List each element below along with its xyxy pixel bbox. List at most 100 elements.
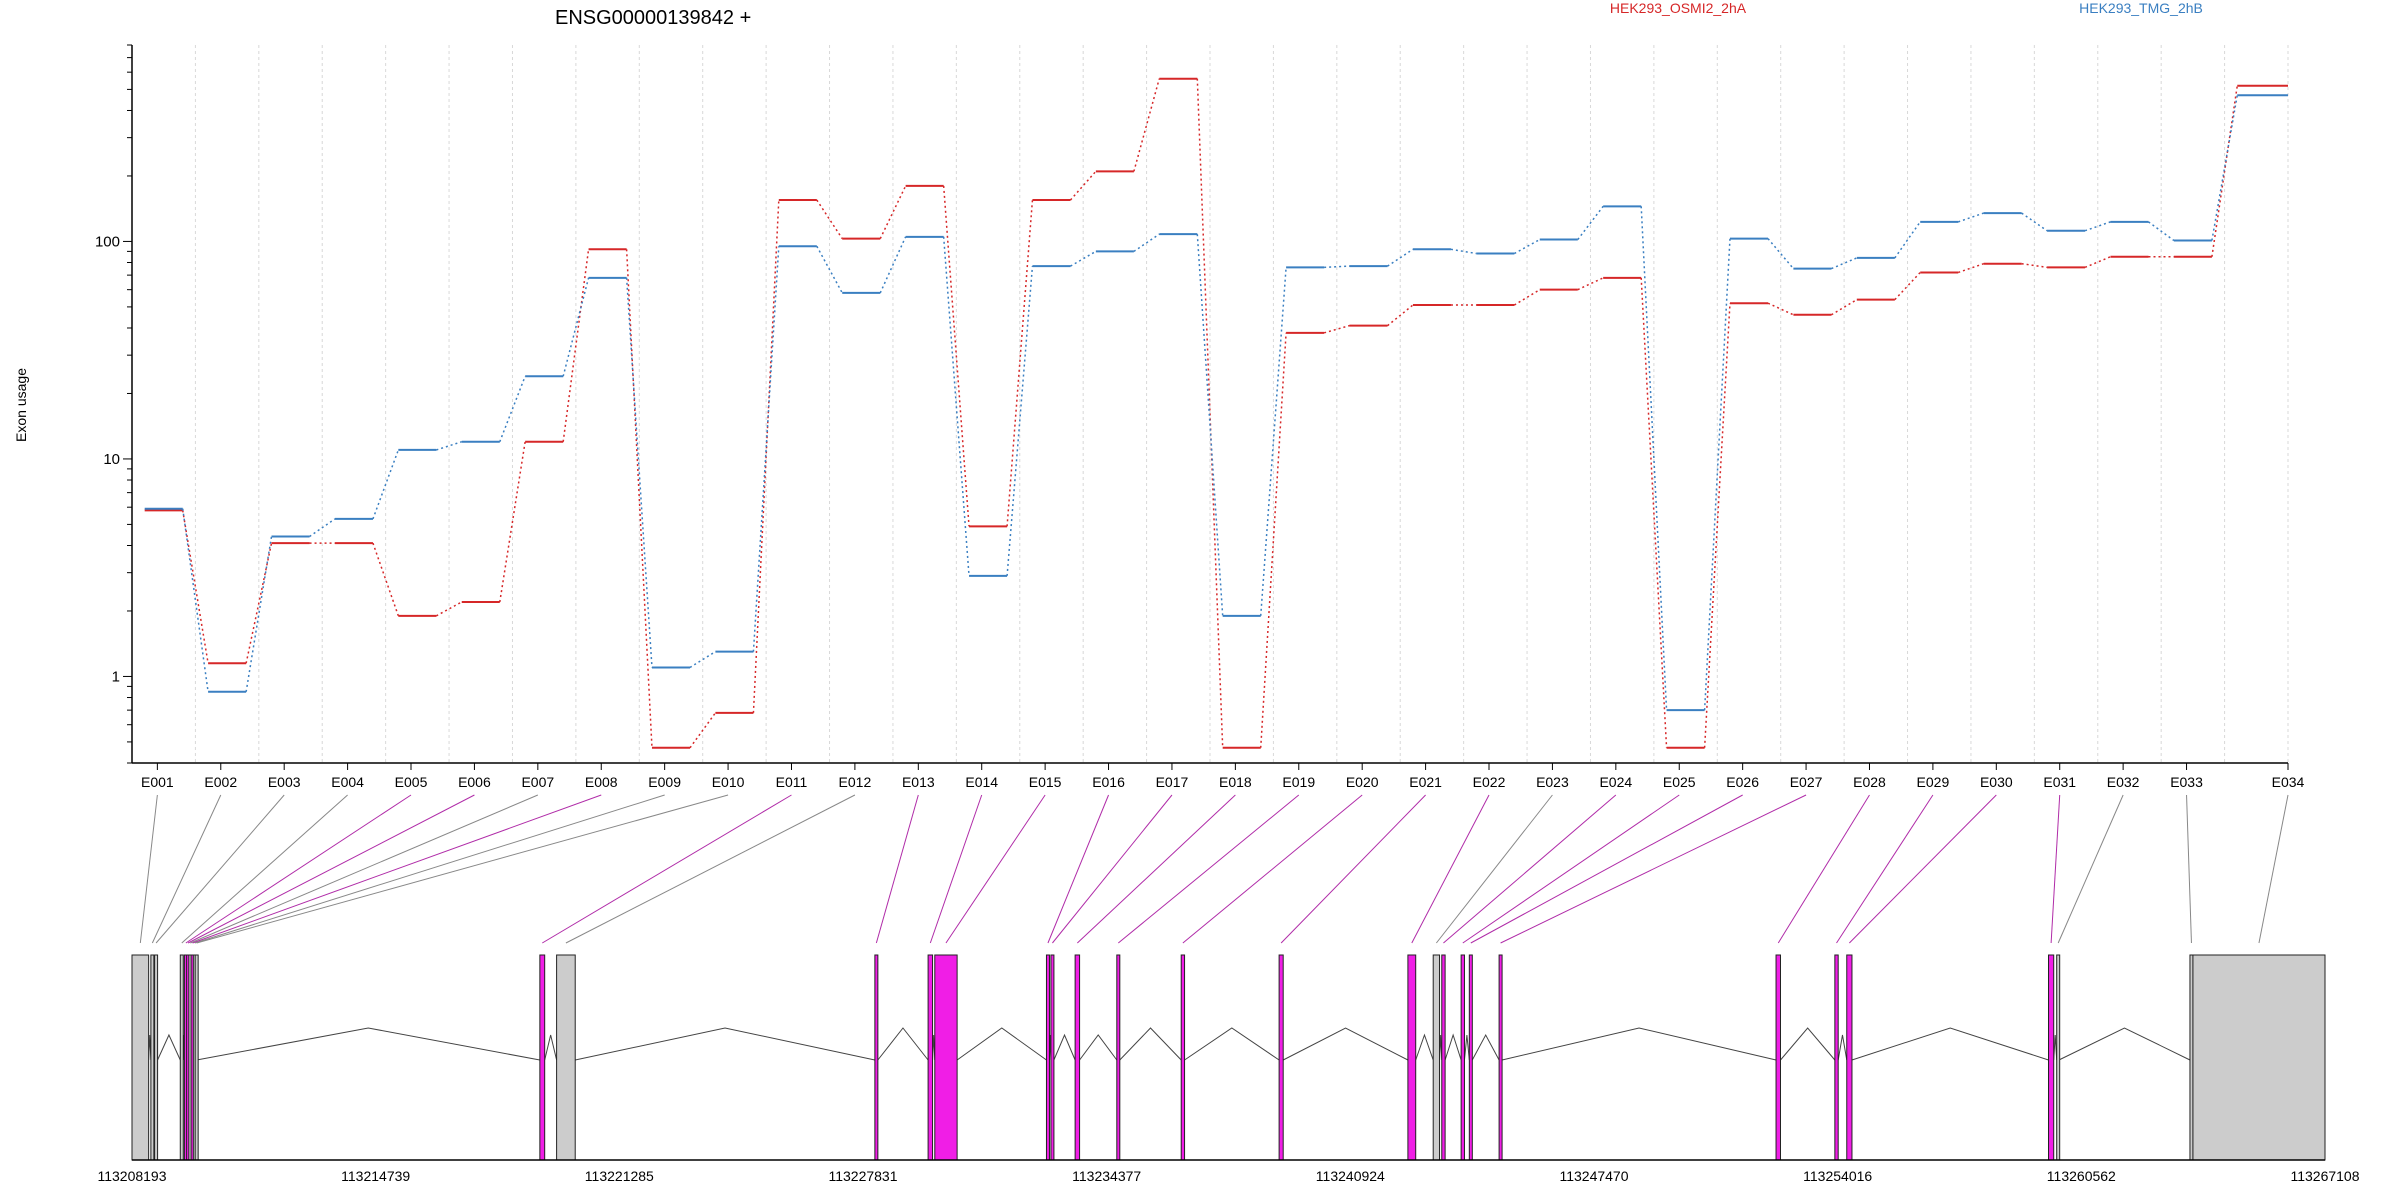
- genomic-tick-label: 113234377: [1072, 1168, 1141, 1184]
- x-tick-label: E006: [458, 774, 491, 790]
- genomic-tick-label: 113214739: [341, 1168, 410, 1184]
- chart-title: ENSG00000139842 +: [555, 7, 751, 29]
- x-tick-label: E028: [1853, 774, 1886, 790]
- x-tick-label: E014: [965, 774, 998, 790]
- exon-connector: [1849, 794, 1997, 944]
- exon-connector: [1411, 794, 1490, 944]
- x-tick-label: E020: [1346, 774, 1379, 790]
- exon-box-e010: [194, 954, 199, 1161]
- series-connector: [499, 441, 526, 603]
- y-tick-label: 100: [95, 233, 120, 250]
- exon-connector: [151, 794, 222, 944]
- genomic-tick-label: 113247470: [1559, 1168, 1628, 1184]
- exon-box-e017: [1050, 954, 1055, 1161]
- series-connector: [2148, 221, 2175, 242]
- x-tick-label: E009: [648, 774, 681, 790]
- series-connector: [879, 185, 907, 239]
- intron-line: [1471, 1033, 1500, 1061]
- y-tick-label: 10: [103, 451, 120, 468]
- legend-series-b: HEK293_TMG_2hB: [2079, 0, 2203, 16]
- exon-connectors: [139, 794, 2289, 944]
- exon-box-e011: [539, 954, 546, 1161]
- exon-connector: [1047, 794, 1110, 944]
- series-connector: [1323, 324, 1350, 334]
- x-tick-label: E023: [1536, 774, 1569, 790]
- exon-connector: [181, 794, 348, 944]
- intron-line: [1415, 1033, 1434, 1061]
- series-connector: [1703, 303, 1731, 748]
- exon-box-e024: [1441, 954, 1446, 1161]
- series-connector: [1387, 304, 1414, 327]
- intron-line: [544, 1034, 558, 1061]
- exon-connector: [194, 794, 665, 944]
- exon-connector: [187, 794, 475, 944]
- exon-connector: [945, 794, 1046, 944]
- intron-line: [1053, 1033, 1076, 1061]
- exon-box-e021: [1278, 954, 1284, 1161]
- series-connector: [1767, 238, 1794, 270]
- exon-connector: [185, 794, 412, 944]
- exon-connector: [139, 794, 158, 944]
- intron-line: [1079, 1034, 1118, 1061]
- genomic-tick-label: 113260562: [2047, 1168, 2116, 1184]
- x-tick-label: E015: [1029, 774, 1062, 790]
- series-connector: [1831, 298, 1858, 316]
- series-connector: [309, 518, 336, 538]
- series-a: [144, 77, 2288, 749]
- exon-box-e018: [1074, 954, 1081, 1161]
- intron-line: [157, 1033, 181, 1061]
- series-connector: [245, 543, 273, 664]
- exon-connector: [2258, 794, 2289, 944]
- exon-box-e028: [1775, 954, 1782, 1161]
- series-connector: [1703, 238, 1731, 711]
- exon-connector: [542, 794, 792, 944]
- exon-connector: [1117, 794, 1300, 944]
- exon-box-e031: [2048, 954, 2055, 1161]
- intron-line: [1463, 1034, 1470, 1061]
- exon-connector: [1182, 794, 1363, 944]
- series-connector: [1894, 271, 1921, 301]
- y-axis: 1 10 100: [95, 44, 133, 764]
- genomic-tick-label: 113267108: [2290, 1168, 2359, 1184]
- series-connector: [1259, 267, 1287, 616]
- exon-box-e001: [131, 954, 150, 1161]
- exon-box-e016: [1045, 954, 1050, 1161]
- exon-box-e013: [874, 954, 879, 1161]
- genomic-axis: 113208193 113214739 113221285 113227831 1132…: [97, 1159, 2360, 1184]
- exon-connector: [1836, 794, 1934, 944]
- x-tick-label: E012: [839, 774, 872, 790]
- x-tick-label: E011: [776, 774, 808, 790]
- x-tick-label: E034: [2272, 774, 2305, 790]
- series-connector: [1196, 78, 1224, 748]
- exon-connector: [1777, 794, 1870, 944]
- genomic-tick-label: 113254016: [1803, 1168, 1872, 1184]
- intron-line: [1282, 1027, 1409, 1061]
- series-connector: [625, 249, 653, 748]
- series-connector: [499, 375, 526, 442]
- genomic-tick-label: 113208193: [97, 1168, 166, 1184]
- x-tick-label: E010: [712, 774, 745, 790]
- exon-box-e015: [934, 954, 958, 1161]
- series-connector: [816, 245, 843, 294]
- intron-line: [956, 1027, 1047, 1061]
- intron-line: [1837, 1034, 1848, 1061]
- series-connector: [181, 510, 209, 664]
- y-tick-label: 1: [112, 668, 120, 685]
- exon-box-e030: [1846, 954, 1853, 1161]
- intron-line: [1501, 1027, 1777, 1061]
- exon-connector: [1077, 794, 1236, 944]
- exon-box-e026: [1468, 954, 1473, 1161]
- intron-line: [877, 1027, 929, 1061]
- series-connector: [1640, 277, 1668, 748]
- exon-connector: [196, 794, 729, 944]
- intron-line: [2058, 1027, 2191, 1061]
- intron-line: [1444, 1033, 1462, 1061]
- series-connector: [1640, 206, 1668, 711]
- x-tick-label: E017: [1156, 774, 1189, 790]
- x-tick-label: E025: [1663, 774, 1696, 790]
- series-connector: [942, 185, 970, 527]
- exon-connector: [875, 794, 919, 944]
- series-connector: [1133, 233, 1160, 253]
- x-tick-label: E022: [1473, 774, 1506, 790]
- series-connector: [372, 449, 400, 520]
